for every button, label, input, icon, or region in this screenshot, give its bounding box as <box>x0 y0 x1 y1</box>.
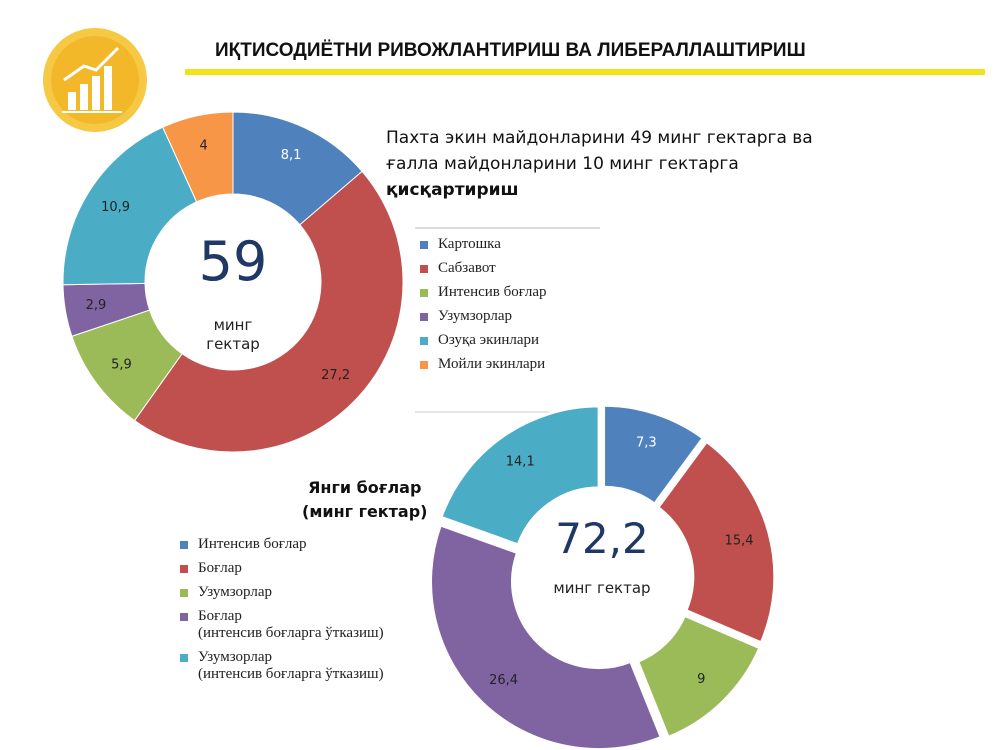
legend-item: Интенсив боғлар <box>180 536 420 553</box>
chart-title: Пахта экин майдонларини 49 минг гектарга… <box>386 125 813 203</box>
center-label: минг гектар <box>553 579 650 597</box>
legend-swatch <box>180 654 188 662</box>
center-label-line: гектар <box>206 335 260 353</box>
legend-item: Боғлар <box>180 560 420 577</box>
legend-item: Мойли экинлари <box>420 356 547 373</box>
legend-label: Картошка <box>438 236 501 252</box>
legend-label: Озуқа экинлари <box>438 332 540 348</box>
donut-slice <box>635 613 762 740</box>
legend-item: Узумзорлар <box>420 308 547 325</box>
legend-item: Боғлар (интенсив боғларга ўтказиш) <box>180 608 420 642</box>
legend: Интенсив боғлар Боғлар Узумзорлар Боғлар (и… <box>180 536 420 690</box>
center-label: минг гектар <box>206 316 260 353</box>
donut-2: 7,3 15,4 9 26,4 14,1 72,2 минг гектар <box>429 403 777 750</box>
legend-swatch <box>420 313 428 321</box>
center-label-line: минг <box>214 316 253 334</box>
legend-swatch <box>420 265 428 273</box>
donut-slice <box>133 170 404 453</box>
data-label: 4 <box>199 139 207 154</box>
data-label: 2,9 <box>86 298 107 313</box>
legend-item: Узумзорлар (интенсив боғларга ўтказиш) <box>180 649 420 683</box>
data-label: 15,4 <box>725 533 754 548</box>
legend-swatch <box>420 241 428 249</box>
data-label: 7,3 <box>636 436 657 451</box>
data-label: 9 <box>697 672 705 687</box>
legend-item: Озуқа экинлари <box>420 332 547 349</box>
legend-label: Интенсив боғлар <box>438 284 547 300</box>
legend-item: Сабзавот <box>420 260 547 277</box>
donut-slice <box>602 403 706 507</box>
chart-title-emphasis: қисқартириш <box>386 180 519 200</box>
legend-swatch <box>420 361 428 369</box>
legend-label: Сабзавот <box>438 260 496 276</box>
legend: Картошка Сабзавот Интенсив боғлар Узумзорла… <box>420 236 547 380</box>
legend-item: Картошка <box>420 236 547 253</box>
logo <box>43 28 147 132</box>
donut-slice <box>429 523 664 750</box>
donut-slice <box>62 126 198 286</box>
legend-label: Узумзорлар <box>438 308 512 324</box>
chart-title-text: Пахта экин майдонларини 49 минг гектарга… <box>386 128 813 174</box>
legend-swatch <box>180 565 188 573</box>
data-label: 8,1 <box>281 148 302 163</box>
center-value: 72,2 <box>555 514 649 563</box>
data-label: 14,1 <box>506 454 535 469</box>
legend-swatch <box>420 289 428 297</box>
data-label: 10,9 <box>101 200 130 215</box>
legend-label: Интенсив боғлар <box>198 536 307 552</box>
center-label-line: минг гектар <box>553 579 650 597</box>
donut-slice <box>439 404 601 547</box>
data-label: 5,9 <box>111 357 132 372</box>
chart-title: Янги боғлар (минг гектар) <box>302 478 428 521</box>
legend-label: Мойли экинлари <box>438 356 546 372</box>
legend-item: Узумзорлар <box>180 584 420 601</box>
slide-title: ИҚТИСОДИЁТНИ РИВОЖЛАНТИРИШ ВА ЛИБЕРАЛЛАШ… <box>215 40 806 61</box>
legend-label: Узумзорлар <box>198 584 272 600</box>
donut-1: 8,1 27,2 5,9 2,9 10,9 4 59 минг гектар <box>62 111 404 453</box>
donut-slice <box>655 439 777 645</box>
legend-swatch <box>420 337 428 345</box>
legend-label: Узумзорлар (интенсив боғларга ўтказиш) <box>198 649 384 682</box>
data-label: 27,2 <box>321 368 350 383</box>
legend-item: Интенсив боғлар <box>420 284 547 301</box>
donut-slice <box>162 111 234 203</box>
legend-label: Боғлар <box>198 560 242 576</box>
legend-label: Боғлар (интенсив боғларга ўтказиш) <box>198 608 384 641</box>
legend-swatch <box>180 541 188 549</box>
legend-swatch <box>180 613 188 621</box>
center-value: 59 <box>199 230 268 293</box>
legend-swatch <box>180 589 188 597</box>
data-label: 26,4 <box>489 673 518 688</box>
